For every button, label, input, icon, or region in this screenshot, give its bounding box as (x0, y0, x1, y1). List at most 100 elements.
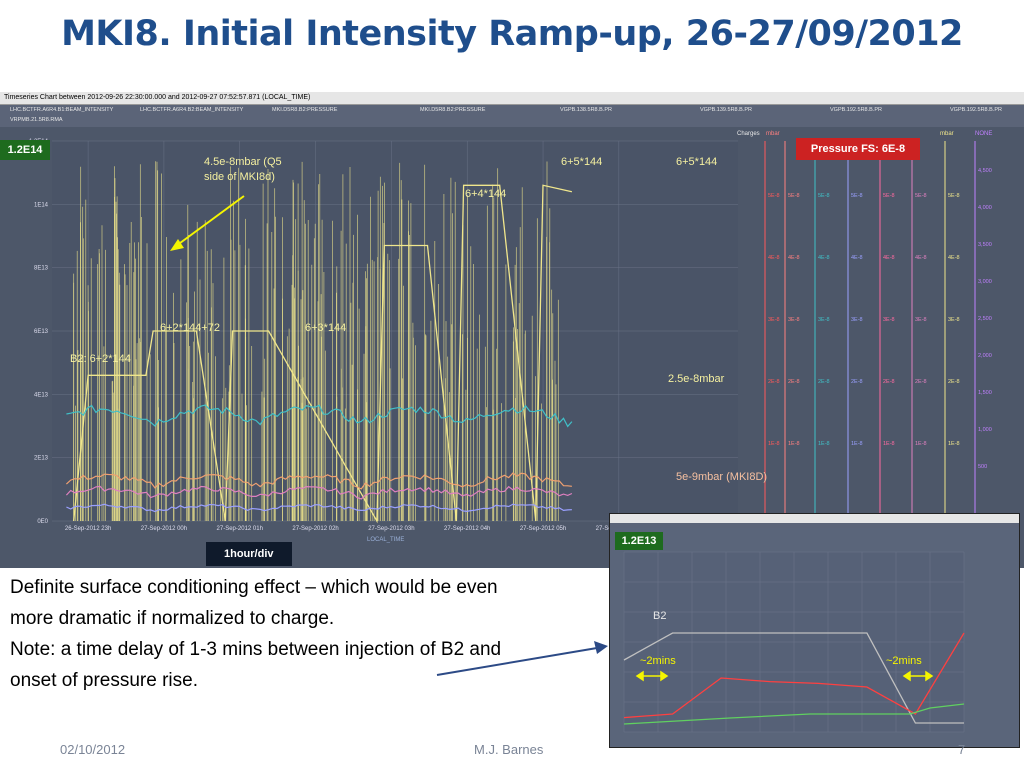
inset-chart (623, 551, 965, 733)
footer-author: M.J. Barnes (474, 742, 544, 757)
annotation-6-3-144: 6+3*144 (305, 322, 347, 334)
inset-delay-arrows (635, 670, 934, 682)
inset-scale-badge: 1.2E13 (615, 532, 663, 550)
right-tick-label: 2E-8 (948, 379, 960, 385)
none-unit: NONE (975, 131, 992, 137)
right-tick-label: 3,500 (978, 242, 992, 248)
x-tick-label: 27-Sep-2012 05h (520, 526, 566, 532)
right-tick-label: 4,500 (978, 168, 992, 174)
right-tick-label: 4E-8 (883, 255, 895, 261)
chart-header-text: Timeseries Chart between 2012-09-26 22:3… (4, 94, 311, 101)
scale-max-badge: 1.2E14 (0, 140, 50, 160)
x-tick-label: 27-Sep-2012 01h (217, 526, 263, 532)
right-tick-label: 3E-8 (915, 317, 927, 323)
y-tick-label: 1E14 (34, 202, 49, 208)
right-tick-label: 3E-8 (948, 317, 960, 323)
right-tick-label: 3E-8 (818, 317, 830, 323)
inset-b2-label: B2 (653, 610, 667, 622)
x-tick-label: 26-Sep-2012 23h (65, 526, 111, 532)
legend-item: LHC.BCTFR.A6R4.B2:BEAM_INTENSITY (140, 107, 244, 113)
legend-item: VGPB.138.5R8.B.PR (560, 107, 612, 113)
right-tick-label: 5E-8 (883, 193, 895, 199)
annotation-6-5-144-b: 6+5*144 (676, 156, 718, 168)
right-tick-label: 3,000 (978, 279, 992, 285)
legend-item: MKI.D5R8.B2:PRESSURE (272, 107, 338, 113)
right-tick-label: 2E-8 (788, 379, 800, 385)
annotation-5e-9mbar: 5e-9mbar (MKI8D) (676, 471, 768, 483)
right-tick-label: 1,000 (978, 427, 992, 433)
right-tick-label: 3E-8 (788, 317, 800, 323)
annotation-2-5e-8mbar: 2.5e-8mbar (668, 373, 725, 385)
inset-chart-screenshot: 1.2E13 B2 ~2mins ~2mins (609, 513, 1020, 748)
right-tick-label: 5E-8 (818, 193, 830, 199)
legend-item: VGPB.139.5R8.B.PR (700, 107, 752, 113)
slide-title: MKI8. Initial Intensity Ramp-up, 26-27/0… (61, 14, 963, 54)
right-tick-label: 5E-8 (768, 193, 780, 199)
legend-item: LHC.BCTFR.A6R4.B1:BEAM_INTENSITY (10, 107, 114, 113)
right-tick-label: 4E-8 (788, 255, 800, 261)
y-tick-label: 0E0 (37, 519, 48, 525)
right-tick-label: 2E-8 (768, 379, 780, 385)
right-tick-label: 3E-8 (851, 317, 863, 323)
series-pressure-blue (66, 503, 572, 513)
right-tick-label: 3E-8 (883, 317, 895, 323)
main-chart: 1.2E141E148E136E134E132E130E026-Sep-2012… (29, 131, 992, 543)
right-tick-label: 5E-8 (851, 193, 863, 199)
series-pressure-pink (65, 485, 573, 500)
pressure-fs-badge: Pressure FS: 6E-8 (796, 138, 920, 160)
right-tick-label: 5E-8 (915, 193, 927, 199)
legend-item: VRPMB.21.5R8.RMA (10, 117, 63, 123)
right-tick-label: 1E-8 (768, 441, 780, 447)
note-text: Definite surface conditioning effect – w… (10, 572, 510, 696)
inset-delay-right: ~2mins (886, 655, 922, 667)
right-tick-label: 2E-8 (851, 379, 863, 385)
series-vgpb-cyan (66, 404, 573, 428)
x-tick-label: 27-Sep-2012 00h (141, 526, 187, 532)
series-b2-intensity (73, 184, 573, 524)
blue-arrowhead (594, 641, 608, 654)
chart-header: Timeseries Chart between 2012-09-26 22:3… (0, 92, 1024, 105)
x-tick-label: 27-Sep-2012 02h (292, 526, 338, 532)
right-tick-label: 4,000 (978, 205, 992, 211)
right-tick-label: 3E-8 (768, 317, 780, 323)
x-axis-label: LOCAL_TIME (367, 537, 404, 543)
inset-series-b2 (623, 632, 964, 724)
note-line-1: Definite surface conditioning effect – w… (10, 577, 498, 629)
y-tick-label: 2E13 (34, 456, 49, 462)
mbar-unit-right: mbar (940, 131, 954, 137)
right-tick-label: 5E-8 (948, 193, 960, 199)
x-tick-label: 27-Sep-2012 04h (444, 526, 490, 532)
note-line-2: Note: a time delay of 1-3 mins between i… (10, 639, 502, 691)
annotation-6-2-144-72: 6+2*144+72 (160, 322, 220, 334)
annotation-6-4-144: 6+4*144 (465, 188, 507, 200)
right-tick-label: 1E-8 (915, 441, 927, 447)
y-tick-label: 6E13 (34, 329, 49, 335)
inset-legend (610, 523, 1019, 528)
timeseries-screenshot: Timeseries Chart between 2012-09-26 22:3… (0, 92, 1024, 568)
right-tick-label: 2,500 (978, 316, 992, 322)
y-tick-label: 8E13 (34, 266, 49, 272)
right-tick-label: 1,500 (978, 390, 992, 396)
legend-item: MKI.D5R8.B2:PRESSURE (420, 107, 486, 113)
legend-item: VGPB.192.5R8.B.PR (830, 107, 882, 113)
right-tick-label: 1E-8 (851, 441, 863, 447)
right-tick-label: 4E-8 (948, 255, 960, 261)
right-tick-label: 1E-8 (818, 441, 830, 447)
right-tick-label: 1E-8 (788, 441, 800, 447)
right-tick-label: 2E-8 (818, 379, 830, 385)
inset-series-pressure (623, 632, 965, 719)
right-tick-label: 2E-8 (883, 379, 895, 385)
right-tick-label: 2E-8 (915, 379, 927, 385)
right-tick-label: 4E-8 (768, 255, 780, 261)
footer-page: 7 (958, 742, 966, 757)
right-tick-label: 5E-8 (788, 193, 800, 199)
right-tick-label: 4E-8 (915, 255, 927, 261)
inset-series-green (623, 703, 965, 725)
y-tick-label: 4E13 (34, 392, 49, 398)
annotation-q5-pressure: 4.5e-8mbar (Q5 side of MKI8d) (204, 156, 282, 183)
inset-header (610, 514, 1019, 523)
legend-item: VGPB.192.5R8.B.PR (950, 107, 1002, 113)
right-tick-label: 4E-8 (851, 255, 863, 261)
series-pressure-orange (65, 472, 572, 490)
right-tick-label: 500 (978, 464, 987, 470)
